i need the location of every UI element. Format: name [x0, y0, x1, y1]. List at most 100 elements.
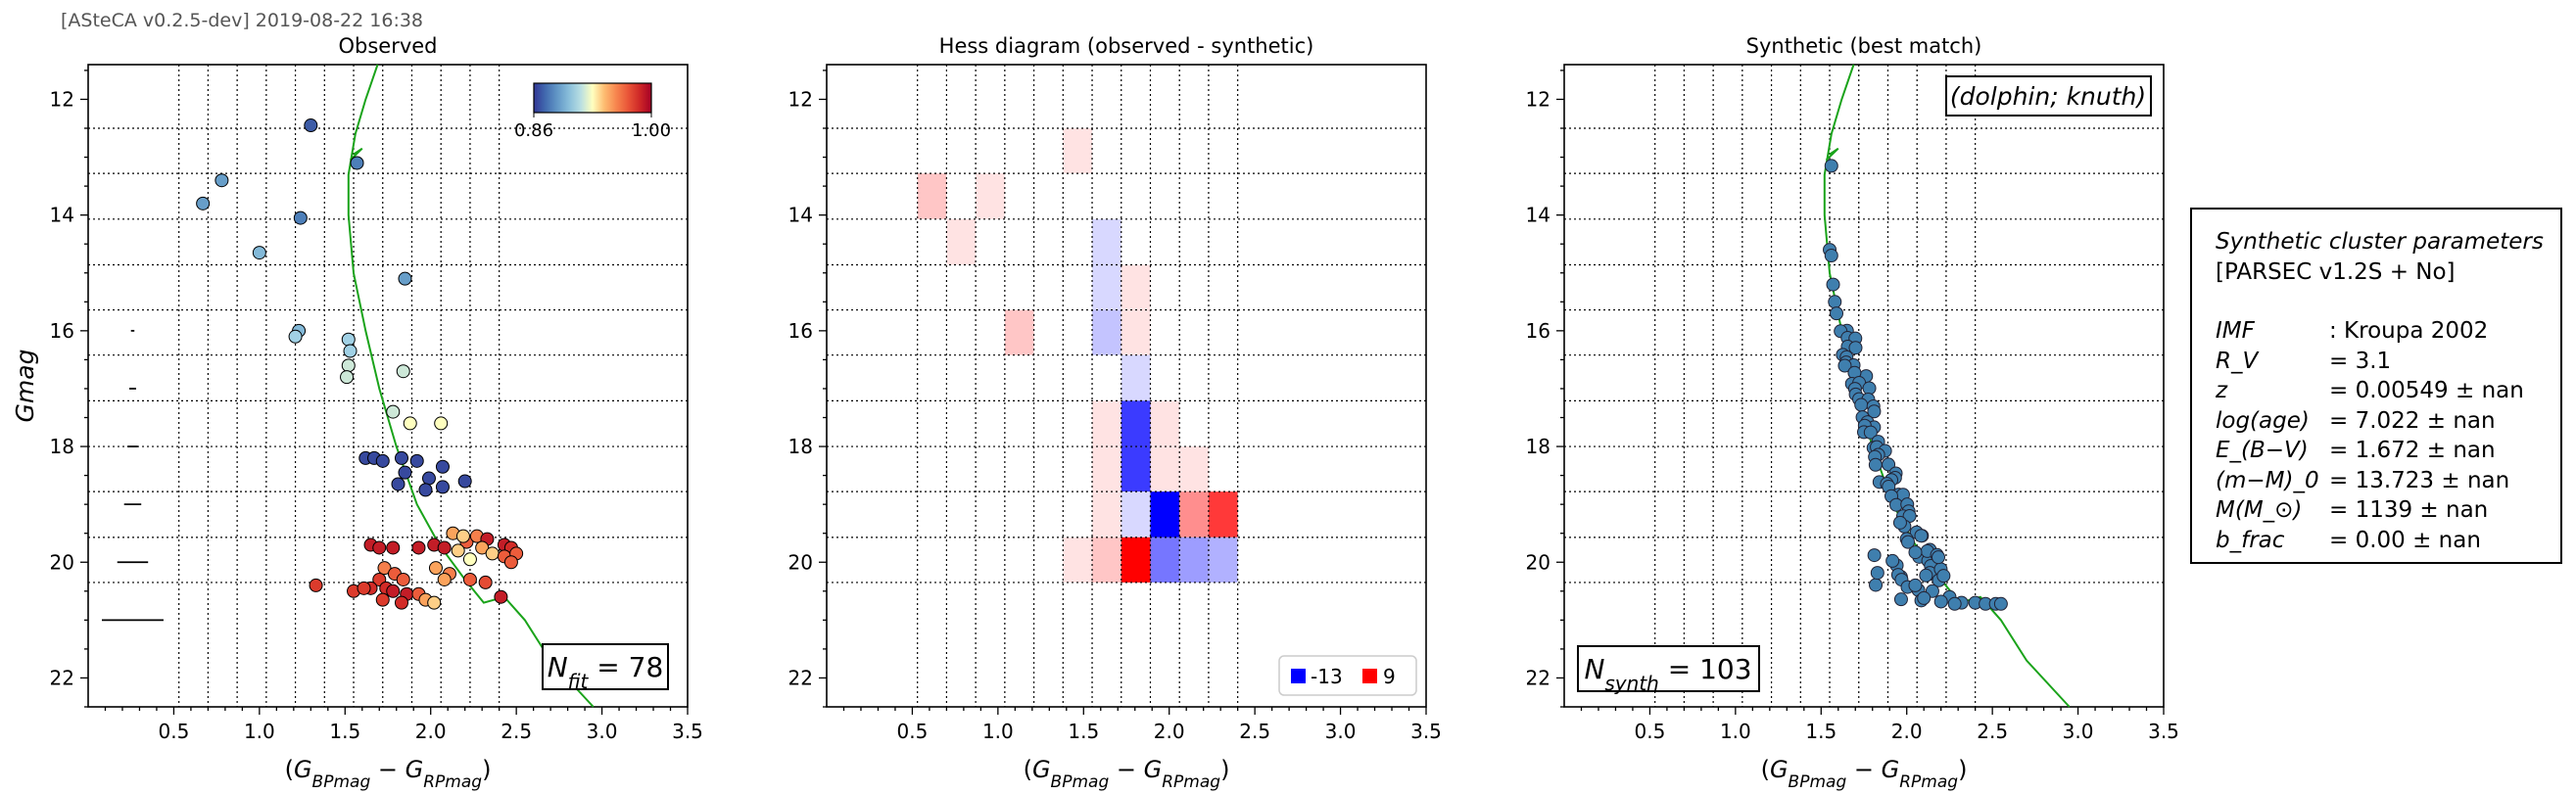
data-point: [386, 540, 401, 555]
data-point: [403, 416, 417, 431]
x-tick-label: 3.5: [2148, 720, 2179, 743]
x-tick-label: 3.5: [672, 720, 703, 743]
data-point: [418, 483, 433, 497]
param-value: = 3.1: [2329, 348, 2392, 374]
axes-frame: [826, 64, 1427, 708]
x-tick-label: 1.0: [244, 720, 275, 743]
synthetic-point: [1870, 566, 1884, 581]
y-tick-label: 22: [788, 666, 813, 689]
data-point: [372, 540, 387, 555]
data-point: [478, 575, 493, 589]
hess-cell: [946, 218, 977, 265]
hess-cell: [917, 173, 947, 219]
chart-title: Hess diagram (observed - synthetic): [939, 34, 1314, 58]
synthetic-point: [1830, 306, 1844, 321]
y-tick-label: 20: [50, 550, 74, 574]
hess-cell: [1150, 491, 1180, 537]
hess-cell: [976, 173, 1005, 219]
data-point: [462, 572, 477, 586]
x-tick-label: 3.0: [1325, 720, 1357, 743]
synthetic-point: [1854, 397, 1869, 412]
y-tick-label: 14: [788, 204, 813, 227]
synthetic-point: [1885, 553, 1900, 568]
data-point: [341, 332, 356, 347]
x-tick-label: 3.5: [1410, 720, 1442, 743]
chart-title: Synthetic (best match): [1746, 34, 1982, 58]
axes-frame: [1563, 64, 2165, 708]
synthetic-point: [1908, 578, 1923, 592]
x-axis-label: (GBPmag − GRPmag): [285, 756, 492, 792]
data-point: [451, 543, 465, 558]
param-key: M(M_⊙): [2216, 497, 2303, 523]
y-tick-label: 16: [50, 319, 74, 343]
hess-cell: [1208, 491, 1238, 537]
x-axis-label: (GBPmag − GRPmag): [1761, 756, 1968, 792]
method-box: [1945, 75, 2152, 117]
x-tick-label: 0.5: [159, 720, 190, 743]
data-point: [350, 156, 364, 170]
synthetic-point: [1863, 425, 1878, 440]
hess-cell: [1092, 537, 1121, 583]
synthetic-point: [1867, 548, 1882, 563]
param-key: IMF: [2216, 318, 2255, 344]
hess-cell: [1092, 491, 1121, 537]
param-value: = 1139 ± nan: [2329, 497, 2489, 523]
hess-cell: [1208, 537, 1238, 583]
x-tick-label: 2.5: [1239, 720, 1270, 743]
y-tick-label: 12: [788, 87, 813, 111]
x-tick-label: 0.5: [1635, 720, 1666, 743]
x-tick-label: 3.0: [587, 720, 618, 743]
data-point: [341, 358, 356, 373]
x-tick-label: 1.0: [1720, 720, 1751, 743]
hess-cell: [1121, 400, 1151, 447]
legend-label-positive: 9: [1383, 665, 1396, 688]
param-key: (m−M)_0: [2216, 467, 2319, 493]
x-tick-label: 2.0: [415, 720, 447, 743]
nsynth-annotation: Nsynth = 103: [1584, 653, 1751, 695]
synthetic-point: [1931, 550, 1945, 565]
synthetic-point: [1848, 341, 1863, 355]
y-tick-label: 18: [788, 435, 813, 458]
param-row: R_V = 3.1: [2216, 347, 2560, 377]
synthetic-point: [1947, 596, 1962, 611]
param-row: E_(B−V) = 1.672 ± nan: [2216, 436, 2560, 466]
hess-cell: [1179, 446, 1209, 492]
y-tick-label: 20: [788, 550, 813, 574]
hess-cell: [1092, 446, 1121, 492]
observed-panel: 0.5 1.0 1.5 2.0 2.5 3.0 3.5 12 14 16 18 20 22 Observe…: [11, 34, 703, 792]
legend-swatch-negative: [1291, 669, 1306, 683]
data-point: [437, 540, 452, 555]
nfit-box: [542, 643, 669, 690]
data-point: [394, 450, 408, 465]
synthetic-point: [1867, 404, 1882, 419]
x-tick-label: 1.5: [1068, 720, 1099, 743]
hess-cell: [1063, 128, 1093, 174]
hess-cell: [1092, 264, 1121, 310]
colorbar: [533, 82, 652, 114]
param-row: (m−M)_0 = 13.723 ± nan: [2216, 466, 2560, 496]
synthetic-point: [1919, 568, 1933, 583]
data-point: [427, 595, 442, 610]
x-axis-label: (GBPmag − GRPmag): [1024, 756, 1230, 792]
data-point: [309, 578, 323, 592]
params-title: Synthetic cluster parameters: [2216, 229, 2544, 255]
y-tick-label: 18: [1526, 435, 1550, 458]
hess-cell: [1121, 264, 1151, 310]
param-value: : Kroupa 2002: [2329, 318, 2489, 344]
hess-cell: [1150, 400, 1180, 447]
data-point: [386, 584, 401, 598]
param-value: = 0.00 ± nan: [2329, 527, 2481, 553]
synthetic-point: [1917, 590, 1932, 605]
y-tick-label: 12: [1526, 87, 1550, 111]
param-key: E_(B−V): [2216, 438, 2309, 463]
colorbar-min-label: 0.86: [514, 120, 553, 141]
synthetic-point: [1914, 529, 1929, 543]
param-key: b_frac: [2216, 527, 2285, 553]
synthetic-point: [1892, 515, 1907, 530]
data-point: [455, 529, 470, 543]
y-tick-label: 12: [50, 87, 74, 111]
isochrone-hook: [349, 147, 363, 162]
y-tick-label: 22: [1526, 666, 1550, 689]
y-tick-label: 16: [1526, 319, 1550, 343]
